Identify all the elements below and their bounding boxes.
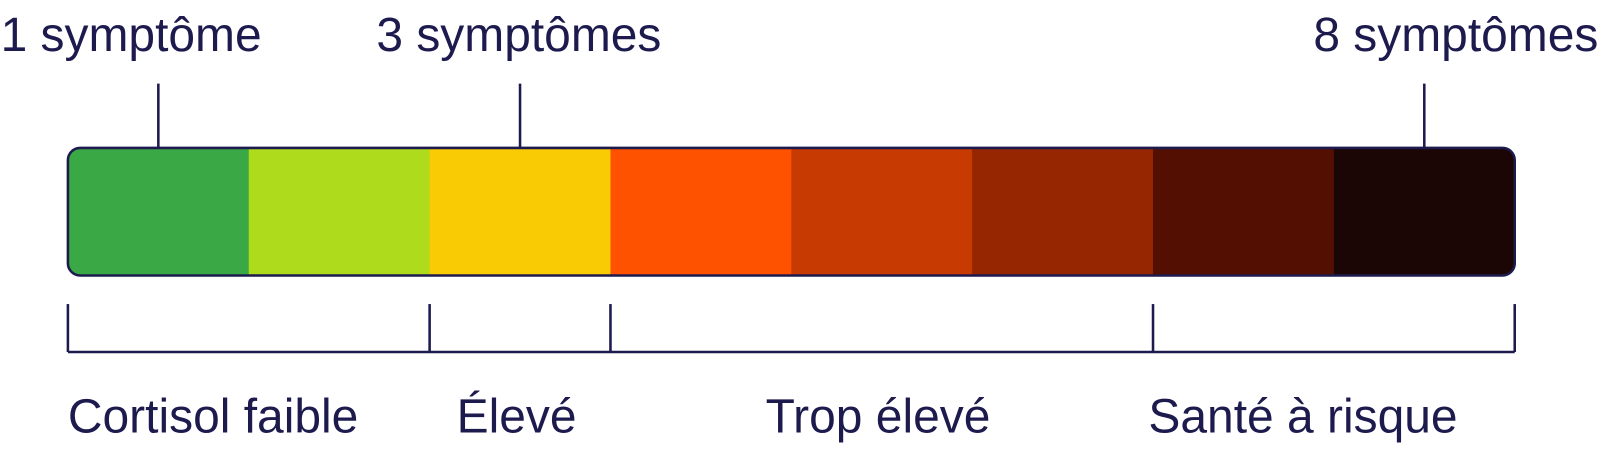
scale-segment <box>67 147 250 276</box>
scale-segment <box>429 147 611 276</box>
range-label: Trop élevé <box>766 391 991 444</box>
scale-segment <box>791 147 973 276</box>
range-label: Santé à risque <box>1148 391 1457 444</box>
marker-label: 3 symptômes <box>376 9 661 62</box>
marker-label: 1 symptôme <box>1 9 262 62</box>
scale-segment <box>1153 147 1335 276</box>
scale-segment <box>610 147 792 276</box>
marker-label: 8 symptômes <box>1313 9 1598 62</box>
range-label: Élevé <box>457 391 577 444</box>
scale-segment <box>248 147 431 276</box>
scale-bar <box>67 147 1515 276</box>
scale-segment <box>1333 147 1515 276</box>
range-label: Cortisol faible <box>68 391 358 444</box>
scale-segment <box>972 147 1154 276</box>
bar-outline <box>66 146 1516 277</box>
